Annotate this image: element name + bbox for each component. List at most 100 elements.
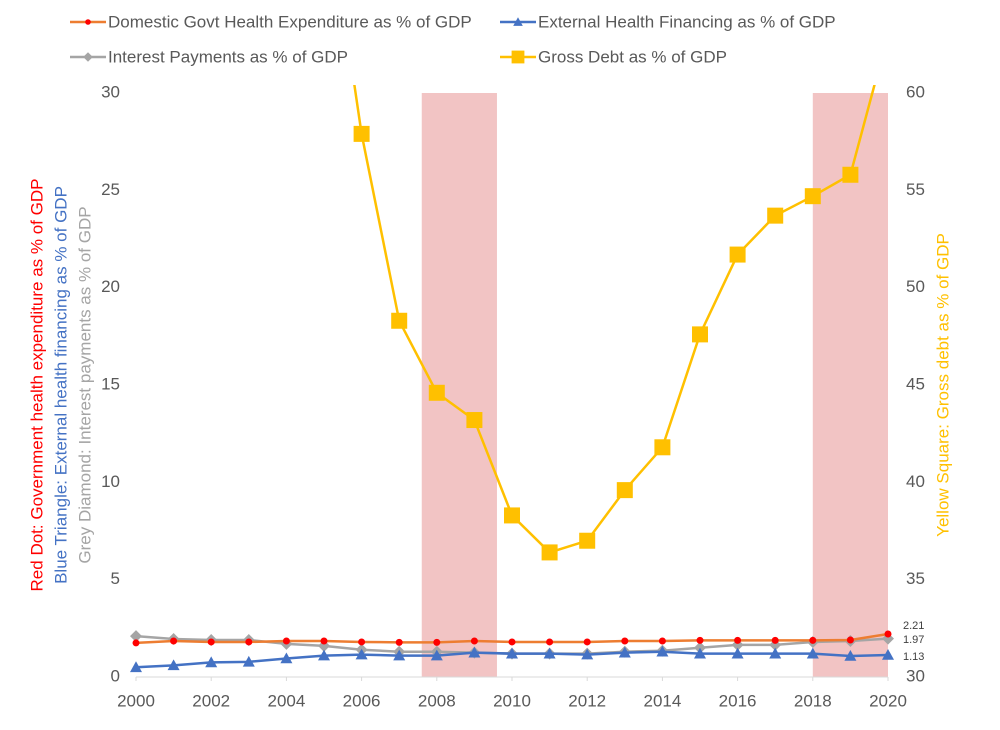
marker — [205, 656, 218, 668]
marker — [207, 638, 215, 646]
marker — [621, 637, 629, 645]
labels: Red Dot: Government health expenditure a… — [27, 12, 952, 662]
legend-label: Interest Payments as % of GDP — [108, 47, 348, 66]
x-tick-label: 2012 — [568, 691, 606, 710]
data-label: 2.21 — [903, 620, 924, 632]
marker — [618, 646, 631, 658]
marker — [280, 652, 293, 664]
y-tick-label: 25 — [101, 180, 120, 199]
y-tick-label: 30 — [101, 82, 120, 101]
marker — [806, 647, 819, 659]
x-tick-label: 2014 — [643, 691, 681, 710]
legend-label: External Health Financing as % of GDP — [538, 12, 836, 31]
series-line — [353, 85, 876, 554]
marker — [504, 507, 520, 524]
marker — [511, 50, 525, 64]
marker — [320, 637, 328, 645]
marker — [353, 125, 370, 142]
marker — [579, 532, 596, 549]
marker — [880, 27, 896, 43]
marker — [513, 17, 523, 26]
marker — [882, 649, 894, 660]
y2-tick-label: 55 — [906, 180, 925, 199]
marker — [466, 412, 483, 429]
y2-tick-label: 50 — [906, 277, 925, 296]
marker — [83, 52, 93, 62]
y-tick-label: 10 — [101, 472, 120, 491]
marker — [846, 636, 854, 644]
y-tick-label: 5 — [111, 569, 120, 588]
y2-tick-label: 45 — [906, 374, 925, 393]
marker — [508, 638, 516, 646]
marker — [656, 645, 669, 657]
marker — [167, 659, 180, 671]
y2-tick-label: 40 — [906, 472, 925, 491]
marker — [809, 636, 817, 644]
y2-axis-title: Yellow Square: Gross debt as % of GDP — [933, 233, 952, 537]
marker — [729, 246, 746, 263]
marker — [583, 638, 591, 646]
marker — [771, 636, 779, 644]
x-tick-label: 2008 — [418, 691, 456, 710]
marker — [130, 661, 142, 673]
marker — [844, 649, 857, 661]
legend-label: Gross Debt as % of GDP — [538, 47, 727, 66]
x-tick-label: 2004 — [267, 691, 305, 710]
y-axis-title: Blue Triangle: External health financing… — [51, 186, 70, 584]
marker — [468, 646, 481, 658]
marker — [694, 647, 706, 659]
marker — [541, 544, 558, 561]
data-label: 1.13 — [903, 651, 924, 663]
marker — [581, 648, 594, 660]
marker — [395, 638, 403, 646]
marker — [654, 439, 671, 456]
marker — [318, 639, 330, 652]
y-axis-title: Grey Diamond: Interest payments as % of … — [75, 206, 94, 563]
marker — [543, 647, 556, 659]
marker — [884, 630, 892, 638]
marker — [658, 637, 666, 645]
marker — [767, 207, 784, 224]
series-layer — [130, 27, 896, 673]
axes: 2000 2002 2004 2006 2008 2010 2012 2014 2016 2018… — [101, 82, 925, 710]
marker — [355, 648, 368, 660]
marker — [428, 384, 445, 401]
marker — [170, 637, 178, 645]
y2-tick-label: 35 — [906, 569, 925, 588]
marker — [245, 638, 253, 646]
marker — [804, 188, 821, 205]
x-tick-label: 2016 — [719, 691, 757, 710]
marker — [734, 636, 742, 644]
marker — [692, 326, 708, 343]
marker — [433, 638, 441, 646]
y-tick-label: 0 — [111, 666, 120, 685]
x-tick-label: 2020 — [869, 691, 907, 710]
marker — [430, 649, 443, 661]
marker — [393, 649, 406, 661]
marker — [842, 166, 859, 183]
marker — [132, 639, 140, 647]
y2-tick-label: 30 — [906, 666, 925, 685]
marker — [769, 647, 782, 659]
marker — [696, 636, 704, 644]
marker — [506, 647, 518, 659]
data-label: 1.97 — [903, 634, 924, 646]
shaded-areas — [421, 93, 888, 677]
x-tick-label: 2018 — [794, 691, 832, 710]
x-tick-label: 2010 — [493, 691, 531, 710]
marker — [731, 647, 744, 659]
marker — [470, 637, 478, 645]
x-tick-label: 2000 — [117, 691, 155, 710]
marker — [85, 19, 91, 25]
marker — [391, 312, 408, 329]
legend-label: Domestic Govt Health Expenditure as % of… — [108, 12, 472, 31]
y-tick-label: 15 — [101, 374, 120, 393]
marker — [358, 638, 366, 646]
y-tick-label: 20 — [101, 277, 120, 296]
marker — [546, 638, 554, 646]
y2-tick-label: 60 — [906, 82, 925, 101]
x-tick-label: 2006 — [343, 691, 381, 710]
marker — [130, 630, 142, 643]
x-tick-label: 2002 — [192, 691, 230, 710]
marker — [616, 482, 633, 499]
